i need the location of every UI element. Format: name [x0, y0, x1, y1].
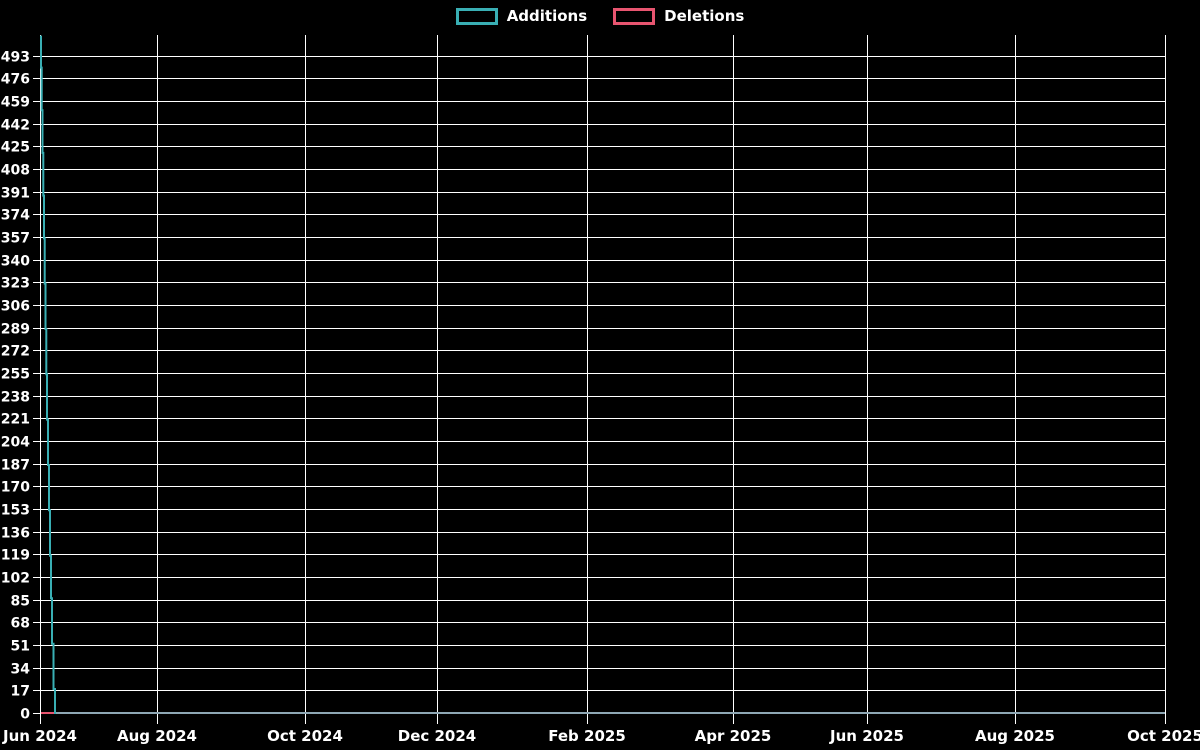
y-tick-label: 255	[1, 367, 30, 383]
y-tick-label: 306	[1, 299, 30, 315]
y-tick-label: 204	[1, 435, 30, 451]
x-tick-label: Feb 2025	[548, 727, 626, 745]
additions-swatch-icon	[455, 7, 498, 25]
x-gridlines	[40, 35, 1166, 724]
legend-label-deletions: Deletions	[664, 7, 745, 25]
y-tick-label: 17	[11, 684, 30, 700]
x-tick-label: Oct 2025	[1127, 727, 1200, 745]
y-tick-label: 0	[20, 707, 30, 723]
y-tick-label: 493	[1, 50, 30, 66]
y-tick-label: 153	[1, 503, 30, 519]
y-tick-label: 476	[1, 72, 30, 88]
deletions-swatch-icon	[613, 7, 656, 25]
legend-label-additions: Additions	[506, 7, 588, 25]
y-tick-label: 187	[1, 458, 30, 474]
y-tick-label: 357	[1, 231, 30, 247]
x-tick-label: Dec 2024	[398, 727, 477, 745]
y-gridlines	[33, 56, 1165, 714]
y-tick-label: 391	[1, 186, 30, 202]
y-tick-label: 238	[1, 390, 30, 406]
x-tick-labels: Jun 2024 Aug 2024 Oct 2024 Dec 2024 Feb 2025…	[2, 727, 1200, 745]
y-tick-label: 323	[1, 276, 30, 292]
chart-legend: Additions Deletions	[0, 7, 1200, 25]
series-line-additions[interactable]	[40, 35, 1165, 714]
y-tick-label: 136	[1, 526, 30, 542]
y-tick-label: 68	[11, 616, 30, 632]
y-tick-label: 221	[1, 412, 30, 428]
x-tick-label: Aug 2024	[117, 727, 197, 745]
y-tick-label: 51	[11, 639, 30, 655]
x-tick-label: Aug 2025	[975, 727, 1055, 745]
x-tick-label: Apr 2025	[695, 727, 772, 745]
x-tick-label: Oct 2024	[267, 727, 343, 745]
y-tick-label: 272	[1, 344, 30, 360]
y-tick-label: 119	[1, 548, 30, 564]
y-tick-label: 374	[1, 208, 30, 224]
x-tick-label: Jun 2024	[2, 727, 77, 745]
y-tick-label: 340	[1, 254, 30, 270]
y-tick-label: 170	[1, 480, 30, 496]
y-tick-label: 34	[11, 662, 31, 678]
y-tick-label: 85	[11, 594, 30, 610]
y-tick-label: 408	[1, 163, 30, 179]
y-tick-label: 459	[1, 95, 30, 111]
y-tick-label: 442	[1, 118, 30, 134]
legend-item-additions[interactable]: Additions	[455, 7, 588, 25]
legend-item-deletions[interactable]: Deletions	[613, 7, 744, 25]
y-tick-label: 425	[1, 140, 30, 156]
y-tick-label: 102	[1, 571, 30, 587]
y-tick-label: 289	[1, 322, 30, 338]
x-tick-label: Jun 2025	[829, 727, 904, 745]
y-tick-labels: 0 17 34 51 68 85 102 119 136 153 170 187 204 221 238 25…	[1, 50, 30, 723]
